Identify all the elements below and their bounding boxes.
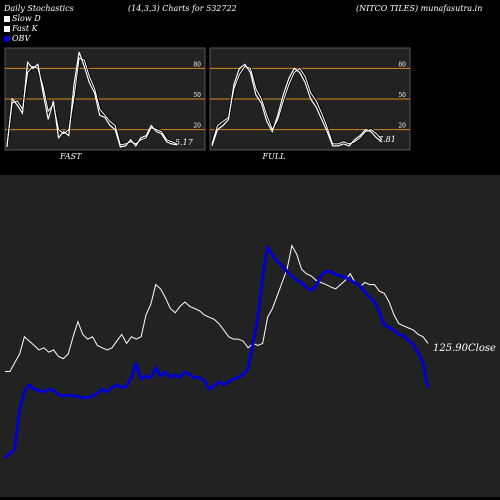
close-price-label: 125.90Close xyxy=(433,343,496,354)
legend-fast-k-label: Fast K xyxy=(12,24,38,33)
fast-series-fast-k xyxy=(6,51,178,148)
full-series-fast-k xyxy=(211,63,383,147)
legend-obv: OBV xyxy=(4,34,30,43)
fast-panel-title: FAST xyxy=(60,152,82,161)
full-last-value: 7.81 xyxy=(378,135,396,144)
fast-tick-20: 20 xyxy=(193,123,201,130)
legend-slow-d: Slow D xyxy=(4,14,41,23)
full-stochastic-panel: 20 50 80 xyxy=(209,47,411,151)
legend-obv-swatch xyxy=(4,36,10,42)
legend-fast-k-swatch xyxy=(4,26,10,32)
fast-stochastic-panel: 20 50 80 xyxy=(4,47,206,151)
legend-obv-label: OBV xyxy=(12,34,31,43)
full-tick-80: 80 xyxy=(398,61,406,68)
full-tick-20: 20 xyxy=(398,123,406,130)
fast-series-slow-d xyxy=(6,57,178,146)
chart-header-left: Daily Stochastics xyxy=(4,4,74,13)
price-obv-panel xyxy=(4,244,430,460)
fast-last-value: 5.17 xyxy=(175,138,193,147)
full-panel-title: FULL xyxy=(262,152,286,161)
price-panel-background xyxy=(0,175,500,497)
chart-header-right: (NITCO TILES) munafasutra.in xyxy=(356,4,483,13)
legend-slow-d-label: Slow D xyxy=(12,14,41,23)
full-tick-50: 50 xyxy=(398,92,406,99)
obv-line xyxy=(4,245,430,460)
fast-tick-50: 50 xyxy=(193,92,201,99)
legend-slow-d-swatch xyxy=(4,16,10,22)
chart-header-middle: (14,3,3) Charts for 532722 xyxy=(128,4,237,13)
fast-tick-80: 80 xyxy=(193,61,201,68)
legend-fast-k: Fast K xyxy=(4,24,38,33)
